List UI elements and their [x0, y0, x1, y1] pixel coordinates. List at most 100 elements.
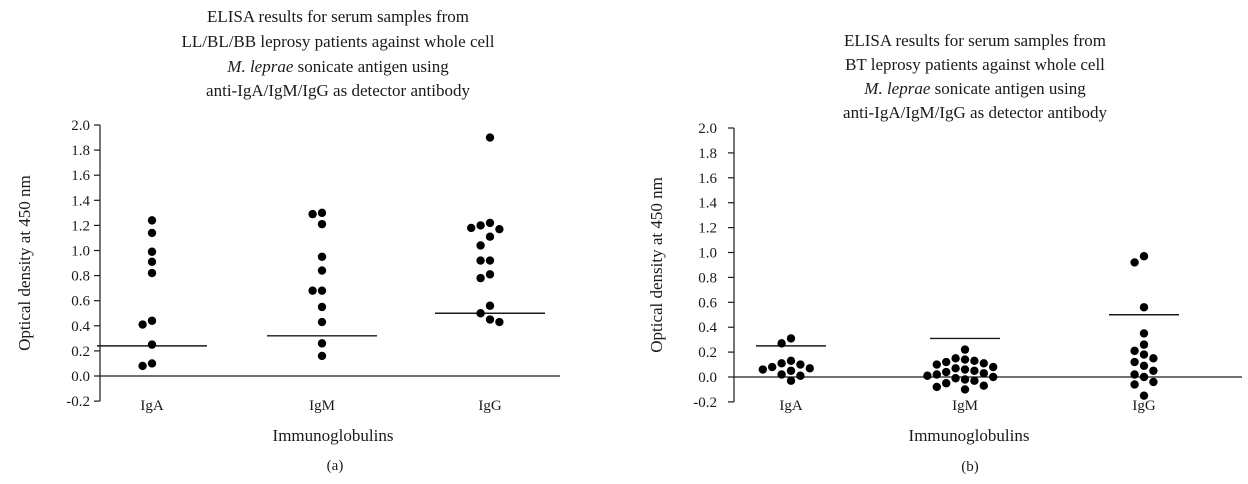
- data-point: [1130, 380, 1139, 389]
- data-point: [970, 376, 979, 385]
- data-point: [970, 356, 979, 366]
- data-point: [951, 374, 960, 383]
- title-text: M. leprae: [863, 79, 931, 98]
- data-point: [147, 316, 157, 325]
- title-line: M. leprae sonicate antigen using: [863, 79, 1086, 98]
- title-text: LL/BL/BB leprosy patients against whole …: [181, 32, 494, 51]
- y-tick-label: 1.0: [71, 244, 90, 260]
- y-tick-label: 0.0: [71, 369, 90, 385]
- data-point: [485, 270, 495, 279]
- data-point: [147, 268, 157, 278]
- data-point: [923, 371, 932, 380]
- data-point: [308, 209, 317, 219]
- title-text: BT leprosy patients against whole cell: [845, 55, 1105, 74]
- data-point: [485, 256, 495, 265]
- data-point: [777, 339, 786, 348]
- data-point: [317, 208, 327, 218]
- data-point: [989, 372, 998, 382]
- title-line: BT leprosy patients against whole cell: [845, 55, 1105, 74]
- y-tick-label: 1.0: [698, 246, 717, 262]
- title-text: anti-IgA/IgM/IgG as detector antibody: [206, 81, 470, 100]
- data-point: [786, 376, 796, 385]
- data-point: [805, 364, 814, 373]
- y-tick-label: 1.6: [71, 168, 90, 184]
- panel-label: (a): [327, 458, 344, 474]
- title-text: ELISA results for serum samples from: [207, 7, 469, 26]
- data-point: [485, 301, 495, 310]
- data-point: [1139, 372, 1149, 382]
- y-tick-label: 1.2: [71, 218, 90, 234]
- data-point: [147, 247, 157, 256]
- data-point: [147, 359, 157, 368]
- data-point: [951, 354, 960, 363]
- title-text: sonicate antigen using: [293, 57, 449, 76]
- y-tick-label: 0.2: [71, 344, 90, 360]
- data-point: [476, 241, 485, 250]
- data-point: [147, 228, 157, 238]
- title-text: sonicate antigen using: [930, 79, 1086, 98]
- data-point: [147, 257, 157, 266]
- data-point: [317, 252, 327, 261]
- title-text: anti-IgA/IgM/IgG as detector antibody: [843, 103, 1107, 122]
- data-point: [1139, 252, 1149, 261]
- y-tick-label: 1.6: [698, 171, 717, 187]
- data-point: [768, 362, 777, 372]
- data-point: [1149, 354, 1158, 363]
- title-line: M. leprae sonicate antigen using: [226, 57, 449, 76]
- data-point: [951, 364, 960, 373]
- data-point: [1139, 329, 1149, 338]
- data-point: [960, 355, 970, 364]
- y-tick-label: 0.6: [698, 295, 717, 311]
- data-point: [317, 219, 327, 229]
- data-point: [989, 362, 998, 372]
- data-point: [979, 369, 988, 378]
- data-point: [796, 371, 805, 380]
- y-tick-label: 1.4: [71, 193, 90, 209]
- data-point: [1149, 366, 1158, 375]
- x-axis-label: Immunoglobulins: [273, 426, 394, 445]
- data-point: [786, 366, 796, 375]
- y-tick-label: 1.8: [698, 146, 717, 162]
- chart-panel-b: ELISA results for serum samples from BT l…: [647, 31, 1242, 475]
- data-point: [317, 302, 327, 312]
- data-point: [467, 223, 476, 233]
- data-point: [796, 360, 805, 369]
- y-tick-label: -0.2: [66, 394, 90, 410]
- data-point: [308, 286, 317, 295]
- data-point: [147, 216, 157, 225]
- data-point: [317, 266, 327, 275]
- x-tick-label: IgA: [140, 398, 163, 414]
- data-point: [777, 359, 786, 368]
- data-point: [932, 360, 941, 369]
- chart-panel-a: ELISA results for serum samples from LL/B…: [15, 7, 560, 474]
- data-point: [777, 370, 786, 379]
- x-tick-label: IgM: [952, 398, 978, 414]
- data-point: [138, 320, 147, 329]
- data-point: [485, 133, 495, 142]
- y-tick-label: 2.0: [71, 118, 90, 134]
- x-tick-label: IgG: [1132, 398, 1155, 414]
- data-point: [485, 232, 495, 241]
- x-tick-label: IgG: [478, 398, 501, 414]
- panel-label: (b): [961, 459, 979, 475]
- title-line: anti-IgA/IgM/IgG as detector antibody: [843, 103, 1107, 122]
- data-point: [147, 340, 157, 349]
- data-point: [476, 273, 485, 283]
- data-point: [1139, 340, 1149, 349]
- y-tick-label: 2.0: [698, 121, 717, 137]
- data-point: [317, 317, 327, 327]
- data-point: [970, 366, 979, 375]
- data-point: [138, 361, 147, 371]
- data-point: [932, 370, 941, 379]
- data-point: [1130, 357, 1139, 367]
- data-point: [1139, 350, 1149, 359]
- data-point: [942, 367, 951, 377]
- data-point: [960, 385, 970, 394]
- data-point: [317, 286, 327, 295]
- title-line: anti-IgA/IgM/IgG as detector antibody: [206, 81, 470, 100]
- y-tick-label: 0.4: [71, 319, 90, 335]
- y-tick-label: 0.2: [698, 345, 717, 361]
- data-point: [317, 351, 327, 361]
- title-text: M. leprae: [226, 57, 294, 76]
